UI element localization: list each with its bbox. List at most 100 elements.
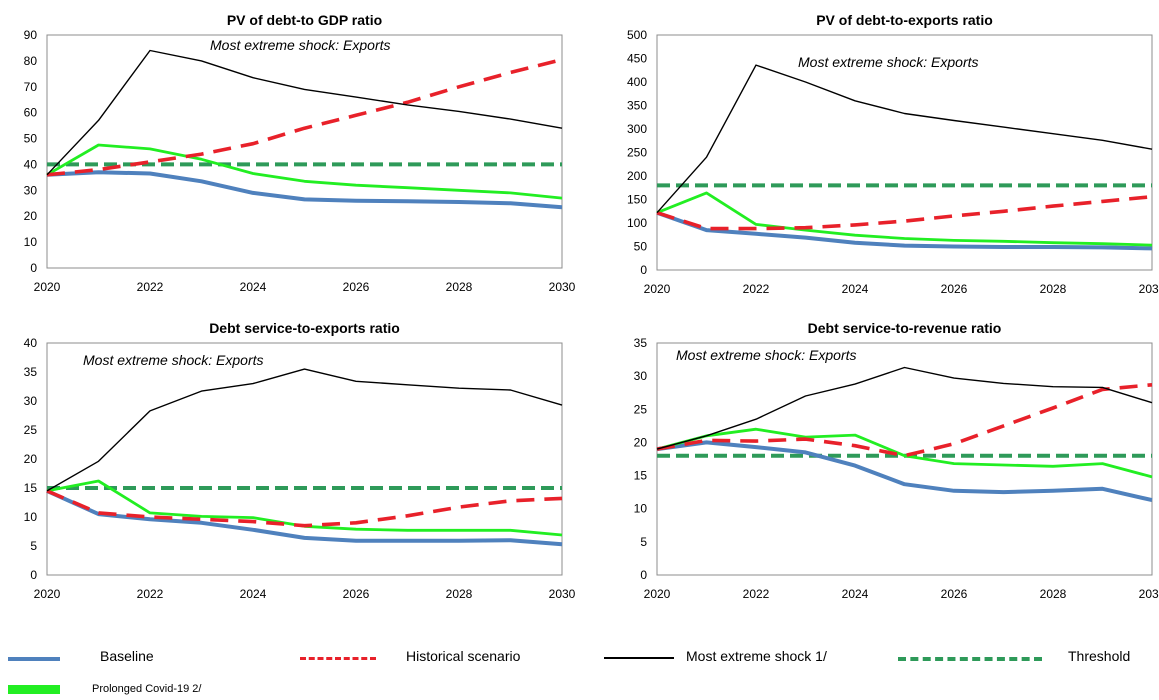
series-line-historical [656, 383, 1153, 458]
y-tick-label: 80 [24, 54, 38, 68]
y-tick-label: 50 [634, 240, 648, 254]
series-line-extreme [656, 366, 1153, 450]
plot-frame [656, 34, 1153, 271]
chart-annotation: Most extreme shock: Exports [83, 352, 264, 368]
x-tick-label: 2030 [1139, 282, 1159, 296]
y-tick-label: 100 [627, 216, 647, 230]
x-tick-label: 2026 [343, 280, 370, 294]
x-tick-label: 2020 [644, 587, 671, 601]
chart-annotation: Most extreme shock: Exports [210, 37, 391, 53]
x-tick-label: 2024 [240, 587, 267, 601]
y-tick-label: 20 [24, 452, 38, 466]
x-tick-label: 2024 [240, 280, 267, 294]
chart-title: Debt service-to-revenue ratio [808, 320, 1002, 336]
x-tick-label: 2028 [446, 280, 473, 294]
x-tick-label: 2026 [941, 587, 968, 601]
x-tick-label: 2020 [34, 587, 61, 601]
y-tick-label: 70 [24, 80, 38, 94]
y-tick-label: 35 [24, 365, 38, 379]
series-line-baseline [656, 210, 1153, 251]
series-line-baseline [46, 170, 563, 210]
y-tick-label: 5 [30, 539, 37, 553]
x-tick-label: 2022 [743, 587, 770, 601]
chart-title: Debt service-to-exports ratio [209, 320, 400, 336]
x-tick-label: 2028 [1040, 282, 1067, 296]
plot-frame [46, 34, 563, 269]
x-tick-label: 2026 [343, 587, 370, 601]
chart-annotation: Most extreme shock: Exports [676, 347, 857, 363]
y-tick-label: 250 [627, 146, 647, 160]
series-line-historical [46, 489, 563, 528]
y-tick-label: 20 [24, 209, 38, 223]
y-tick-label: 90 [24, 28, 38, 42]
series-line-historical [656, 194, 1153, 231]
series-line-baseline [46, 489, 563, 547]
x-tick-label: 2020 [644, 282, 671, 296]
chart-panel-1: PV of debt-to GDP ratio Most extreme shoc… [24, 12, 576, 294]
series-line-extreme [46, 368, 563, 492]
x-tick-label: 2024 [842, 282, 869, 296]
y-tick-label: 30 [634, 369, 648, 383]
y-tick-label: 60 [24, 106, 38, 120]
series-line-covid [656, 427, 1153, 479]
x-tick-label: 2030 [1139, 587, 1159, 601]
chart-panel-2: PV of debt-to-exports ratio Most extreme … [627, 12, 1159, 296]
legend-label-threshold: Threshold [1068, 648, 1131, 664]
legend-swatch-baseline [8, 657, 60, 661]
series-line-extreme [656, 64, 1153, 214]
x-tick-label: 2022 [137, 587, 164, 601]
legend-swatch-covid [8, 685, 60, 694]
x-tick-label: 2026 [941, 282, 968, 296]
y-tick-label: 30 [24, 183, 38, 197]
y-tick-label: 200 [627, 169, 647, 183]
series-line-historical [46, 57, 563, 177]
legend-item-threshold: Threshold [898, 648, 1148, 668]
series-line-covid [46, 143, 563, 200]
y-tick-label: 10 [634, 502, 648, 516]
series-line-baseline [656, 440, 1153, 503]
y-tick-label: 0 [640, 568, 647, 582]
y-tick-label: 5 [640, 535, 647, 549]
x-tick-label: 2022 [137, 280, 164, 294]
y-tick-label: 450 [627, 52, 647, 66]
chart-panel-4: Debt service-to-revenue ratio Most extrem… [634, 320, 1159, 601]
series-line-covid [656, 191, 1153, 247]
y-tick-label: 30 [24, 394, 38, 408]
legend-label-historical: Historical scenario [406, 648, 521, 664]
plot-frame [46, 342, 563, 576]
x-tick-label: 2028 [1040, 587, 1067, 601]
y-tick-label: 40 [24, 336, 38, 350]
series-line-extreme [46, 49, 563, 176]
x-tick-label: 2028 [446, 587, 473, 601]
y-tick-label: 0 [30, 261, 37, 275]
legend-label-covid: Prolonged Covid-19 2/ [92, 683, 202, 695]
legend-item-extreme: Most extreme shock 1/ [604, 648, 827, 668]
x-tick-label: 2024 [842, 587, 869, 601]
y-tick-label: 35 [634, 336, 648, 350]
y-tick-label: 15 [24, 481, 38, 495]
legend-swatch-threshold [898, 657, 1042, 661]
y-tick-label: 25 [634, 402, 648, 416]
plot-frame [656, 342, 1153, 576]
legend-swatch-historical [300, 657, 376, 660]
y-tick-label: 500 [627, 28, 647, 42]
legend-label-extreme: Most extreme shock 1/ [686, 648, 827, 664]
y-tick-label: 10 [24, 235, 38, 249]
legend-item-covid: Prolonged Covid-19 2/ [8, 680, 258, 700]
y-tick-label: 25 [24, 423, 38, 437]
chart-annotation: Most extreme shock: Exports [798, 54, 979, 70]
x-tick-label: 2020 [34, 280, 61, 294]
chart-title: PV of debt-to-exports ratio [816, 12, 993, 28]
y-tick-label: 300 [627, 122, 647, 136]
legend-label-baseline: Baseline [100, 648, 154, 664]
legend: Baseline Historical scenario Most extrem… [0, 640, 1159, 698]
y-tick-label: 10 [24, 510, 38, 524]
x-tick-label: 2022 [743, 282, 770, 296]
y-tick-label: 150 [627, 193, 647, 207]
y-tick-label: 350 [627, 99, 647, 113]
legend-item-historical: Historical scenario [300, 648, 560, 668]
y-tick-label: 15 [634, 469, 648, 483]
legend-item-baseline: Baseline [8, 648, 208, 668]
y-tick-label: 0 [30, 568, 37, 582]
y-tick-label: 400 [627, 75, 647, 89]
